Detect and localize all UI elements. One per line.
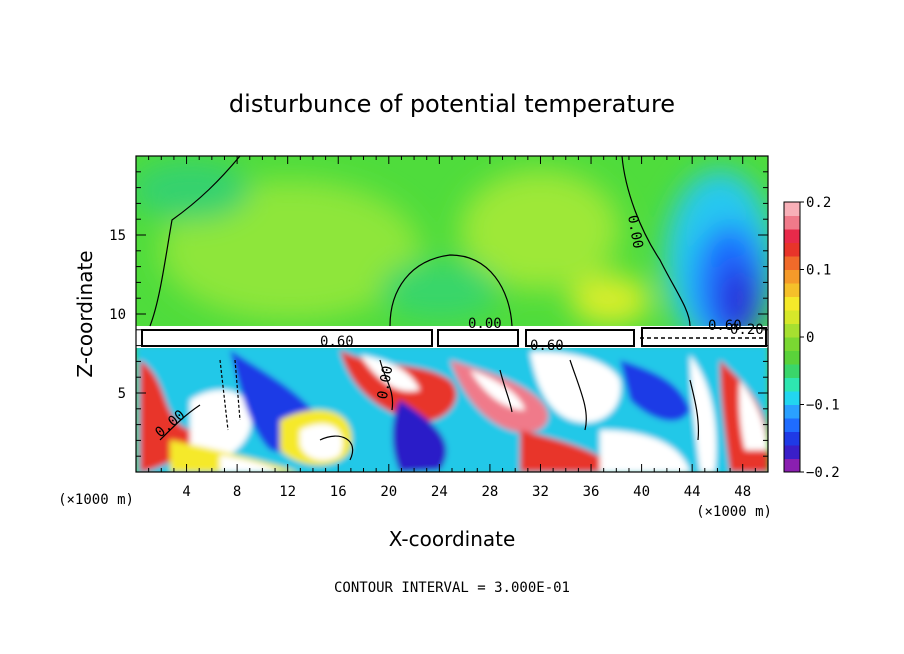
x-unit-right: (×1000 m): [696, 504, 772, 520]
colorbar-swatch: [784, 269, 800, 284]
x-tick-label: 36: [583, 484, 600, 500]
chart-title: disturbunce of potential temperature: [229, 90, 675, 118]
colorbar-swatch: [784, 310, 800, 324]
contour-label: 0.60: [530, 338, 564, 354]
colorbar-tick-label: 0.2: [806, 195, 831, 211]
colorbar-swatch: [784, 431, 800, 446]
contour-label: 0.60: [320, 334, 354, 350]
x-axis-label: X-coordinate: [389, 527, 516, 551]
colorbar-swatch: [784, 256, 800, 270]
colorbar-tick-label: 0: [806, 330, 814, 346]
x-tick-label: 12: [279, 484, 296, 500]
contour-label: 0.00: [375, 365, 397, 401]
x-tick-label: 32: [532, 484, 549, 500]
colorbar-swatch: [784, 323, 800, 338]
plot-area: 0.00 0.00 0.00 0.00 0.60 0.60 0.60 0.20: [136, 156, 768, 472]
contour-label: 0.60: [708, 318, 742, 334]
colorbar-swatch: [784, 445, 800, 459]
colorbar-tick-label: −0.2: [806, 465, 840, 481]
x-tick-label: 44: [684, 484, 701, 500]
colorbar-swatch: [784, 296, 800, 311]
y-tick-label: 10: [109, 307, 126, 323]
y-axis: 5 10 15: [109, 171, 768, 457]
x-tick-label: 20: [380, 484, 397, 500]
colorbar-swatch: [784, 337, 800, 351]
colorbar-swatch: [784, 418, 800, 432]
x-tick-label: 4: [182, 484, 190, 500]
contour-interval-note: CONTOUR INTERVAL = 3.000E-01: [334, 580, 570, 596]
colorbar-tick-label: 0.1: [806, 263, 831, 279]
x-tick-label: 16: [330, 484, 347, 500]
colorbar-swatch: [784, 364, 800, 378]
white-band: [136, 326, 768, 348]
colorbar: 0.2 0.1 0 −0.1 −0.2: [783, 195, 840, 481]
colorbar-swatch: [784, 283, 800, 297]
colorbar-swatch: [784, 229, 800, 243]
x-axis: 4 8 12 16 20 24 28 32 36 40 44 48: [148, 156, 756, 500]
contour-label: 0.20: [730, 322, 764, 338]
colorbar-swatch: [784, 350, 800, 365]
colorbar-swatch: [784, 391, 800, 405]
x-tick-label: 8: [233, 484, 241, 500]
x-tick-label: 24: [431, 484, 448, 500]
contour-lines: [149, 156, 700, 461]
contour-label: 0.00: [468, 316, 502, 332]
colorbar-swatch: [784, 215, 800, 230]
y-tick-label: 15: [109, 228, 126, 244]
upper-field: [136, 160, 768, 350]
colorbar-swatch: [784, 202, 800, 216]
lower-field: [136, 345, 768, 472]
colorbar-tick-label: −0.1: [806, 398, 840, 414]
colorbar-swatch: [784, 404, 800, 419]
colorbar-swatch: [784, 458, 800, 473]
y-tick-label: 5: [118, 386, 126, 402]
x-tick-label: 40: [633, 484, 650, 500]
contour-label: 0.00: [624, 214, 646, 250]
colorbar-swatch: [784, 377, 800, 392]
x-unit-left: (×1000 m): [58, 492, 134, 508]
y-axis-label: Z-coordinate: [73, 250, 97, 377]
x-tick-label: 48: [734, 484, 751, 500]
x-tick-label: 28: [481, 484, 498, 500]
colorbar-swatch: [784, 242, 800, 257]
